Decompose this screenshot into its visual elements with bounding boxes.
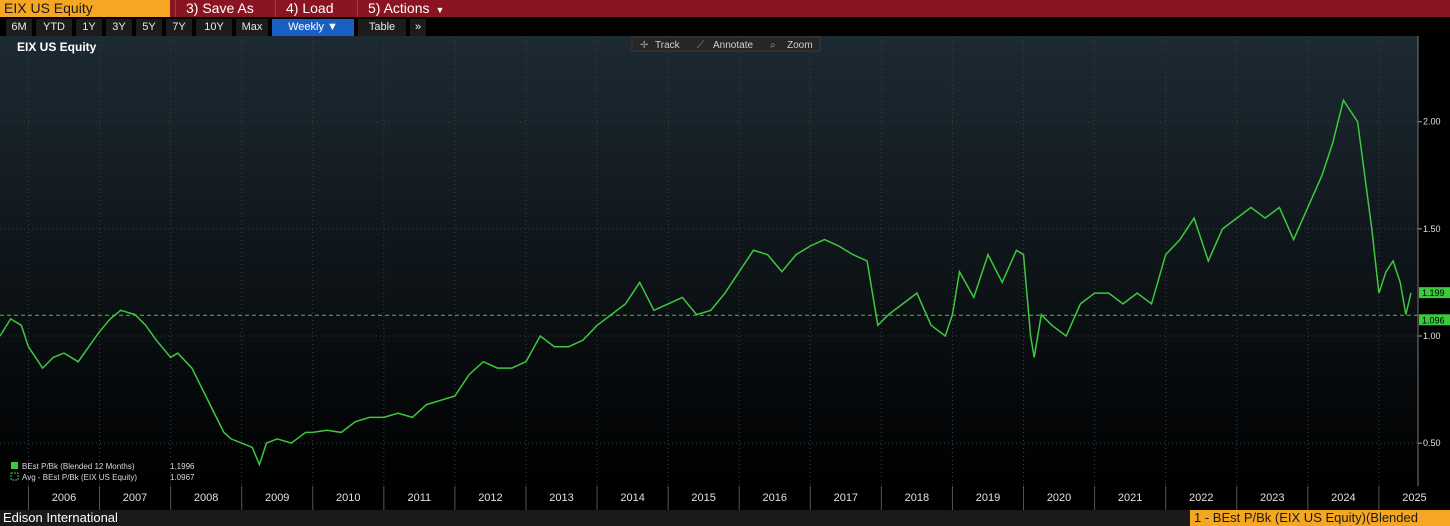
x-tick-label: 2021 <box>1118 492 1142 504</box>
chart-tools: ✛ Track ⟋ Annotate ⌕ Zoom <box>631 36 821 52</box>
legend-label-series: BEst P/Bk (Blended 12 Months) <box>22 462 135 471</box>
x-tick-label: 2013 <box>549 492 573 504</box>
x-tick-label: 2009 <box>265 492 289 504</box>
x-tick-label: 2011 <box>408 492 432 504</box>
magnifier-icon: ⌕ <box>770 40 776 51</box>
range-7y-button[interactable]: 7Y <box>166 19 192 36</box>
ticker-input[interactable]: EIX US Equity <box>0 0 170 17</box>
save-as-button[interactable]: 3) Save As <box>175 0 275 17</box>
track-label: Track <box>655 40 681 51</box>
track-tool[interactable]: ✛ Track <box>640 40 681 51</box>
y-tick-label: 2.00 <box>1423 117 1441 127</box>
annotate-label: Annotate <box>713 40 753 51</box>
frequency-dropdown[interactable]: Weekly ▼ <box>272 19 354 36</box>
legend-label-average: Avg - BEst P/Bk (EIX US Equity) <box>22 473 137 482</box>
x-tick-label: 2015 <box>691 492 715 504</box>
load-label: 4) Load <box>286 0 334 16</box>
x-tick-label: 2024 <box>1331 492 1355 504</box>
price-book-chart[interactable]: 2006 2007 2008 2009 2010 2011 2012 2013 2014 2015… <box>0 36 1450 510</box>
x-tick-label: 2023 <box>1260 492 1284 504</box>
actions-button[interactable]: 5) Actions ▼ <box>357 0 472 17</box>
table-button[interactable]: Table <box>358 19 406 36</box>
range-5y-button[interactable]: 5Y <box>136 19 162 36</box>
x-tick-label: 2006 <box>52 492 76 504</box>
actions-label: 5) Actions <box>368 0 430 16</box>
range-ytd-button[interactable]: YTD <box>36 19 72 36</box>
y-tick-label: 1.00 <box>1423 331 1441 341</box>
legend-swatch-solid <box>11 462 18 469</box>
plot-background <box>0 36 1418 486</box>
range-6m-button[interactable]: 6M <box>6 19 32 36</box>
chart-area: 2006 2007 2008 2009 2010 2011 2012 2013 2014 2015… <box>0 36 1450 510</box>
x-tick-label: 2016 <box>763 492 787 504</box>
x-tick-label: 2017 <box>834 492 858 504</box>
y-tick-label: 1.50 <box>1423 224 1441 234</box>
last-value-tag: 1.199 <box>1419 287 1450 299</box>
pb-series-line <box>0 98 1412 467</box>
legend-value-series: 1.1996 <box>170 462 195 471</box>
pencil-icon: ⟋ <box>697 40 704 51</box>
status-bar: Edison International 1 - BEst P/Bk (EIX … <box>0 510 1450 526</box>
range-1y-button[interactable]: 1Y <box>76 19 102 36</box>
chevron-down-icon: ▼ <box>435 5 445 15</box>
x-tick-label: 2012 <box>478 492 502 504</box>
range-max-button[interactable]: Max <box>236 19 268 36</box>
legend-swatch-dashed <box>10 472 19 481</box>
range-3y-button[interactable]: 3Y <box>106 19 132 36</box>
more-button[interactable]: » <box>410 19 426 36</box>
range-toolbar: 6M YTD 1Y 3Y 5Y 7Y 10Y Max Weekly ▼ Tabl… <box>0 19 430 36</box>
legend-value-average: 1.0967 <box>170 473 195 482</box>
x-tick-label: 2018 <box>905 492 929 504</box>
x-tick-label: 2020 <box>1047 492 1071 504</box>
company-name: Edison International <box>3 510 118 525</box>
command-bar: EIX US Equity 3) Save As 4) Load 5) Acti… <box>0 0 1450 17</box>
x-tick-label: 2019 <box>976 492 1000 504</box>
zoom-tool[interactable]: ⌕ Zoom <box>770 40 813 51</box>
zoom-label: Zoom <box>787 40 813 51</box>
x-tick-label: 2010 <box>336 492 360 504</box>
chart-title: EIX US Equity <box>17 40 97 54</box>
range-10y-button[interactable]: 10Y <box>196 19 232 36</box>
x-tick-label: 2014 <box>620 492 644 504</box>
annotate-tool[interactable]: ⟋ Annotate <box>697 40 753 51</box>
save-as-label: 3) Save As <box>186 0 254 16</box>
crosshair-icon: ✛ <box>640 40 648 51</box>
x-tick-label: 2007 <box>123 492 147 504</box>
load-button[interactable]: 4) Load <box>275 0 355 17</box>
chart-legend: BEst P/Bk (Blended 12 Months) 1.1996 Avg… <box>10 462 195 482</box>
series-tag: 1 - BEst P/Bk (EIX US Equity)(Blended <box>1190 510 1450 526</box>
x-tick-label: 2022 <box>1189 492 1213 504</box>
average-value-label: 1.096 <box>1422 315 1445 325</box>
last-value-label: 1.199 <box>1422 288 1445 298</box>
average-value-tag: 1.096 <box>1419 314 1450 326</box>
x-tick-label: 2025 <box>1402 492 1426 504</box>
y-tick-label: 0.50 <box>1423 438 1441 448</box>
x-tick-label: 2008 <box>194 492 218 504</box>
